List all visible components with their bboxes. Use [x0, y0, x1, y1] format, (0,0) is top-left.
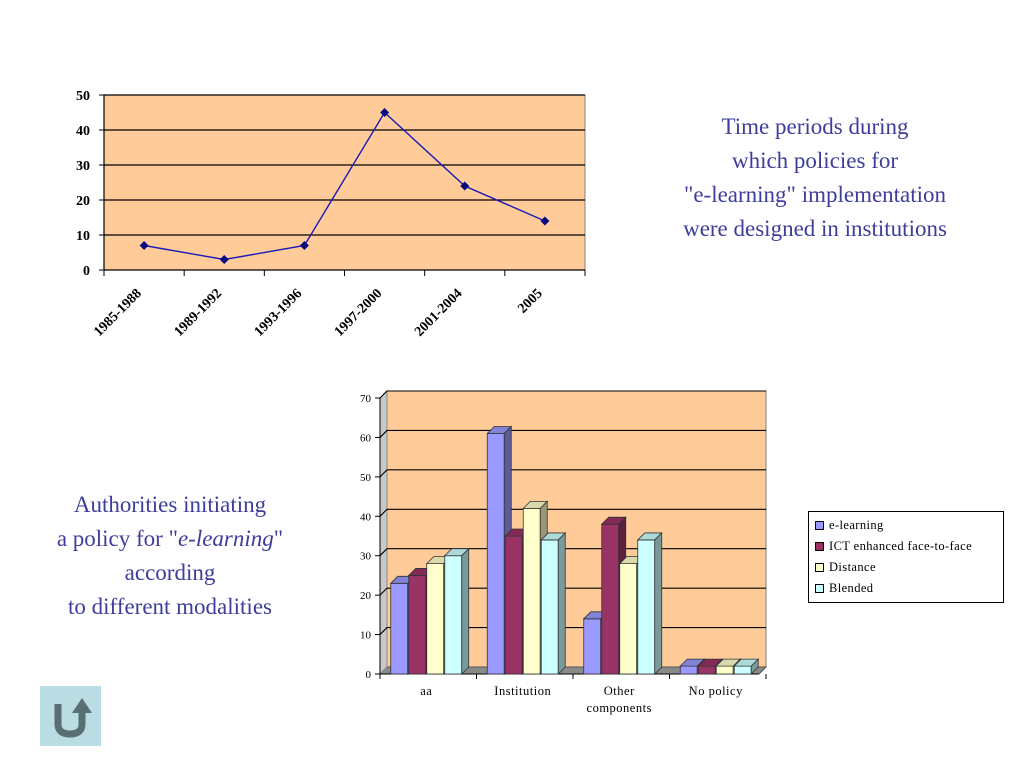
line-point: [380, 108, 390, 117]
line-y-tick-label: 30: [76, 159, 90, 174]
bar-gridline: [379, 429, 766, 438]
caption-left-line-1: Authorities initiating: [73, 492, 267, 517]
bar-chart-caption: Authorities initiating a policy for "e-l…: [10, 488, 330, 624]
caption-left-suffix: ": [273, 526, 284, 551]
bar-gridline: [379, 469, 766, 478]
bar-y-tick-label: 70: [360, 393, 372, 405]
bar: [522, 507, 541, 675]
back-button[interactable]: [40, 686, 101, 746]
legend-label: Blended: [829, 581, 874, 595]
bar-chart-legend: e-learning ICT enhanced face-to-face Dista…: [808, 511, 1004, 603]
caption-top-line-2: which policies for: [731, 148, 899, 173]
bar-y-tick-label: 0: [366, 669, 372, 681]
line-series: [143, 111, 546, 261]
bar: [715, 665, 734, 675]
caption-left-line-3: according: [124, 560, 216, 585]
caption-left-italic: e-learning: [177, 526, 274, 551]
bar-y-tick-label: 50: [360, 472, 372, 484]
bar: [733, 665, 752, 675]
bar-y-tick-label: 40: [360, 511, 372, 523]
caption-top-line-4: were designed in institutions: [683, 216, 947, 241]
bar: [426, 563, 445, 675]
line-y-tick-label: 10: [76, 229, 90, 244]
line-point: [219, 255, 229, 264]
legend-label: ICT enhanced face-to-face: [829, 539, 973, 553]
legend-swatch: [815, 542, 824, 551]
bar-y-tick-label: 60: [360, 432, 372, 444]
legend-label: Distance: [829, 560, 876, 574]
bar-gridline: [379, 390, 766, 399]
bar-x-tick-label: Institution: [494, 684, 551, 698]
legend-swatch: [815, 521, 824, 530]
caption-left-line-2: a policy for "e-learning": [10, 522, 330, 556]
bar-x-tick-label: aa: [420, 684, 432, 698]
bar: [486, 433, 505, 675]
line-point: [460, 181, 470, 191]
caption-top-line-1: Time periods during: [721, 114, 909, 139]
bar-y-tick-label: 10: [360, 630, 372, 642]
line-point: [299, 241, 309, 250]
bar-side: [750, 658, 759, 675]
bar: [697, 665, 716, 675]
line-y-tick-label: 0: [83, 264, 90, 279]
return-arrow-icon: [54, 698, 92, 738]
bar: [679, 665, 698, 675]
bar: [637, 539, 656, 675]
bar: [444, 555, 463, 675]
bar: [583, 618, 602, 675]
bar-x-tick-label: Other components: [587, 684, 652, 715]
bar-y-tick-label: 30: [360, 551, 372, 563]
caption-left-line-4: to different modalities: [68, 594, 272, 619]
bar: [408, 575, 427, 675]
line-plot-area: [103, 94, 586, 271]
bar: [619, 563, 638, 675]
caption-left-prefix: a policy for ": [56, 526, 178, 551]
bar: [540, 539, 559, 675]
line-y-tick-label: 40: [76, 124, 90, 139]
bar-side: [557, 531, 566, 675]
bar: [601, 523, 620, 675]
legend-item: ICT enhanced face-to-face: [815, 536, 1003, 557]
bar-x-tick-label: No policy: [689, 684, 743, 698]
line-point: [139, 241, 149, 250]
legend-label: e-learning: [829, 518, 884, 532]
legend-item: e-learning: [815, 515, 1003, 536]
line-chart-caption: Time periods during which policies for "…: [630, 110, 1000, 246]
bar-y-tick-label: 20: [360, 590, 372, 602]
bar: [390, 582, 409, 675]
bar: [504, 535, 523, 675]
line-point: [540, 216, 550, 226]
line-y-tick-label: 50: [76, 89, 90, 104]
bar-side: [654, 531, 663, 675]
bar-gridline: [379, 508, 766, 517]
legend-item: Distance: [815, 557, 1003, 578]
caption-top-line-3: "e-learning" implementation: [683, 182, 947, 207]
line-y-tick-label: 20: [76, 194, 90, 209]
legend-swatch: [815, 584, 824, 593]
legend-item: Blended: [815, 578, 1003, 599]
legend-swatch: [815, 563, 824, 572]
bar-side: [461, 547, 470, 675]
